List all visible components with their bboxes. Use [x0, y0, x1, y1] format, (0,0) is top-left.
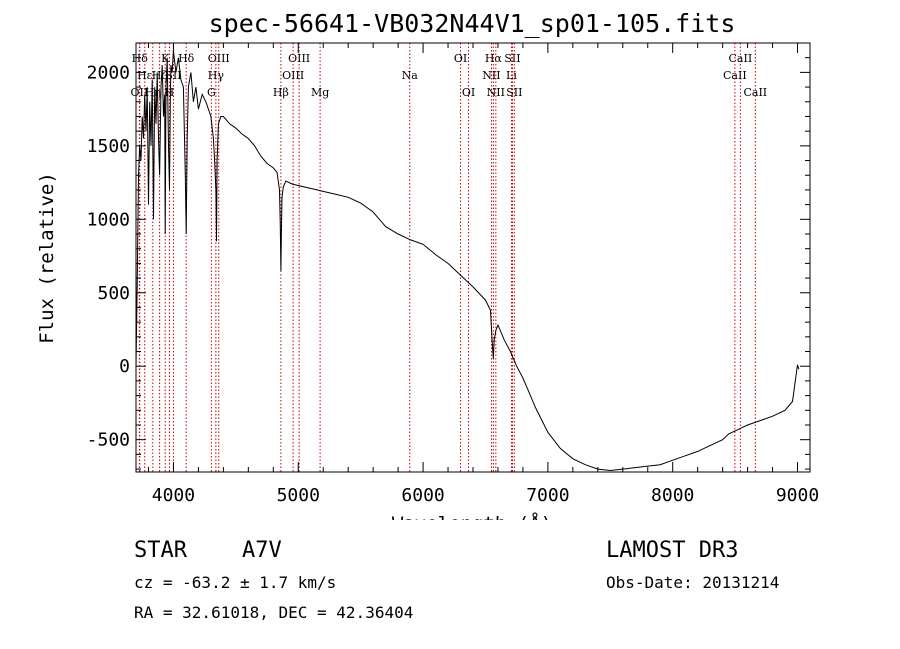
x-tick-label-3: 7000 — [526, 485, 569, 506]
redshift-cz: cz = -63.2 ± 1.7 km/s — [134, 573, 337, 592]
line-marker-label-10: Hγ — [208, 69, 225, 82]
line-marker-label-4: Hζ — [152, 69, 168, 82]
x-axis-label: Wavelength (Å) — [392, 512, 552, 520]
line-marker-label-11: G — [207, 86, 216, 99]
line-marker-label-5: K — [161, 52, 170, 65]
spectrum-chart: spec-56641-VB032N44V1_sp01-105.fits Hδ OI… — [36, 9, 819, 520]
y-tick-label-3: 1000 — [87, 209, 130, 230]
line-marker-label-24: SII — [506, 86, 522, 99]
y-tick-label-1: 0 — [119, 356, 130, 377]
line-marker-label-12: Hβ — [273, 86, 289, 99]
line-marker-group: HδOIIHεHηHζKHSIIHδOIIIHγGHβOIIIOIIIMgNaO… — [131, 43, 767, 472]
line-marker-label-20: NII — [482, 69, 500, 82]
line-marker-label-19: Hα — [485, 52, 503, 65]
line-marker-label-21: NII — [487, 86, 505, 99]
object-subclass: A7V — [242, 538, 282, 563]
line-marker-label-27: CaII — [743, 86, 767, 99]
line-marker-label-7: SII — [165, 69, 181, 82]
spectrum-line — [135, 50, 800, 472]
line-marker-label-17: OI — [454, 52, 467, 65]
x-tick-label-4: 8000 — [651, 485, 694, 506]
x-tick-label-5: 9000 — [776, 485, 819, 506]
line-marker-label-25: CaII — [729, 52, 753, 65]
line-marker-label-23: Li — [506, 69, 517, 82]
line-marker-label-8: Hδ — [178, 52, 195, 65]
coordinates: RA = 32.61018, DEC = 42.36404 — [134, 603, 414, 622]
y-tick-label-4: 1500 — [87, 136, 130, 157]
line-marker-label-26: CaII — [723, 69, 747, 82]
line-marker-label-9: OIII — [208, 52, 230, 65]
object-class: STAR — [134, 538, 187, 563]
x-tick-label-0: 4000 — [152, 485, 195, 506]
x-tick-label-2: 6000 — [401, 485, 444, 506]
survey-name: LAMOST DR3 — [606, 538, 739, 563]
line-marker-label-1: OII — [131, 86, 149, 99]
y-tick-label-2: 500 — [97, 283, 130, 304]
line-marker-label-13: OIII — [288, 52, 310, 65]
line-marker-label-14: OIII — [282, 69, 304, 82]
line-marker-label-16: Na — [402, 69, 419, 82]
chart-title: spec-56641-VB032N44V1_sp01-105.fits — [209, 9, 736, 38]
line-marker-label-15: Mg — [311, 86, 329, 99]
obs-date: Obs-Date: 20131214 — [606, 573, 780, 592]
x-axis-ticks: 4000 5000 6000 7000 8000 9000 — [147, 43, 819, 506]
line-marker-label-2: Hε — [137, 69, 153, 82]
line-marker-label-18: OI — [462, 86, 475, 99]
line-marker-label-6: H — [165, 86, 175, 99]
plot-frame — [135, 42, 811, 473]
line-marker-label-22: SII — [504, 52, 520, 65]
x-tick-label-1: 5000 — [277, 485, 320, 506]
y-tick-label-0: -500 — [87, 430, 130, 451]
line-marker-label-0: Hδ — [132, 52, 149, 65]
y-axis-label: Flux (relative) — [36, 172, 58, 344]
y-axis-ticks: -500 0 500 1000 1500 2000 — [87, 57, 810, 470]
y-tick-label-5: 2000 — [87, 62, 130, 83]
